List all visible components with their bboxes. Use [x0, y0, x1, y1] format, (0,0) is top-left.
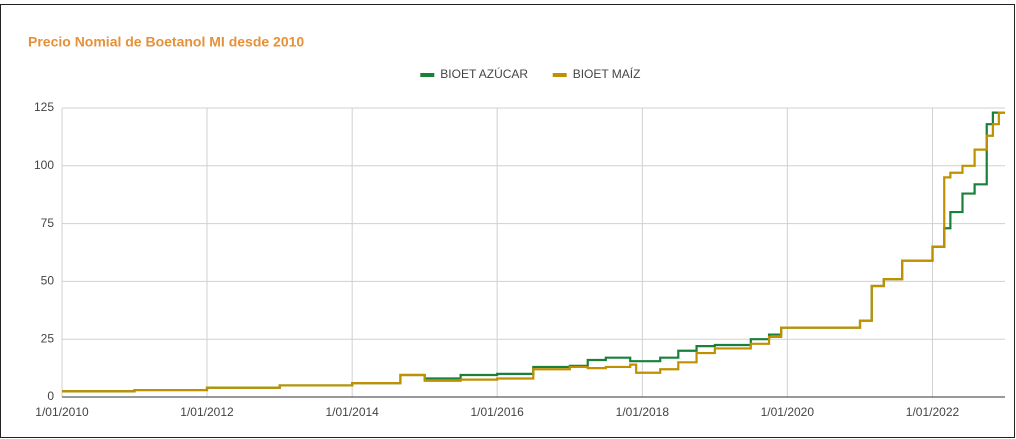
y-tick-label: 25	[41, 331, 55, 345]
x-tick-label: 1/01/2014	[325, 405, 379, 419]
y-tick-label: 50	[41, 274, 55, 288]
x-tick-label: 1/01/2012	[180, 405, 234, 419]
x-tick-label: 1/01/2018	[616, 405, 670, 419]
y-tick-label: 100	[34, 158, 54, 172]
series-line	[62, 111, 1005, 393]
y-tick-label: 0	[47, 389, 54, 403]
frame	[0, 4, 1015, 438]
legend-label: BIOET AZÚCAR	[440, 66, 528, 81]
x-tick-label: 1/01/2016	[470, 405, 524, 419]
x-tick-label: 1/01/2022	[906, 405, 960, 419]
x-tick-label: 1/01/2010	[35, 405, 89, 419]
y-tick-label: 75	[41, 216, 55, 230]
x-tick-label: 1/01/2020	[761, 405, 815, 419]
legend-label: BIOET MAÍZ	[573, 66, 641, 81]
chart-title: Precio Nomial de Boetanol MI desde 2010	[28, 34, 304, 50]
y-tick-label: 125	[34, 100, 54, 114]
